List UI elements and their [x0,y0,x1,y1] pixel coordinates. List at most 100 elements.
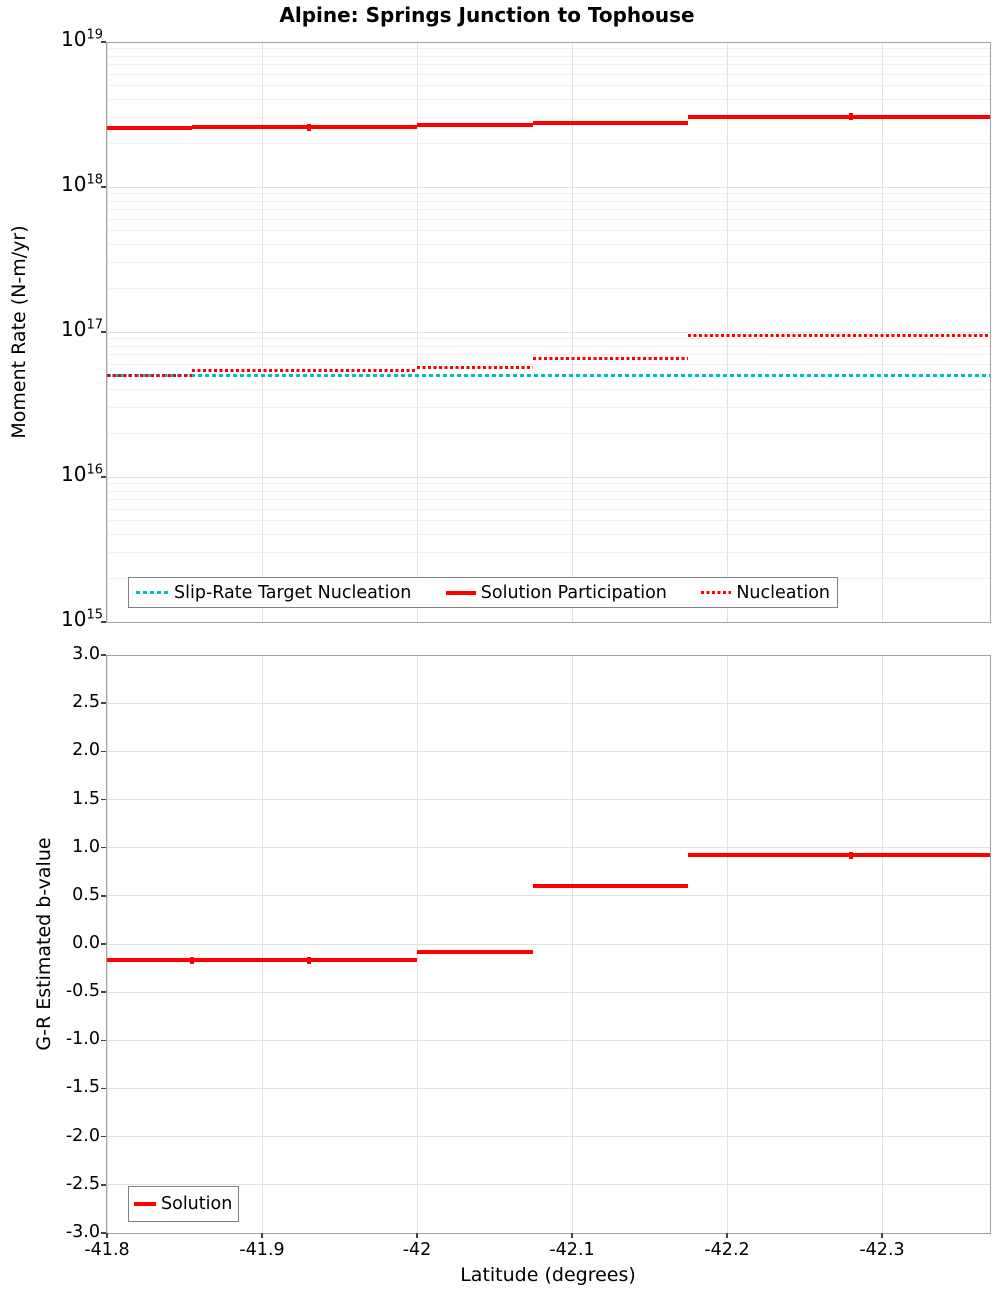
log-minor-gridline [107,193,990,195]
log-minor-gridline [107,218,990,220]
x-tick-mark [726,1233,728,1238]
legend-moment-rate: Slip-Rate Target Nucleation Solution Par… [128,577,838,608]
legend-label-nucleation: Nucleation [736,582,830,603]
b-value-gridline [107,750,990,752]
x-tick-label-latitude: -41.8 [84,1240,130,1260]
b-value-plot-area [106,655,991,1234]
y-tick-mark [101,621,106,623]
y-tick-mark [101,331,106,333]
y-tick-label-b-value: 1.5 [72,788,100,809]
b-value-gridline [107,1087,990,1089]
y-tick-label-moment-rate: 1019 [61,27,103,51]
y-tick-label-moment-rate: 1016 [61,462,103,486]
b-value-gridline [107,847,990,849]
b-value-gridline [107,702,990,704]
y-tick-mark [101,476,106,478]
log-minor-gridline [107,520,990,522]
b-value-gridline [107,895,990,897]
y-tick-label-b-value: -1.0 [65,1029,100,1050]
legend-item-solution-participation: Solution Participation [445,582,667,603]
y-tick-mark [101,750,106,753]
b-value-gridline [107,1039,990,1041]
solution-participation-line [688,114,990,119]
legend-label-solution: Solution [161,1194,233,1214]
legend-b-value: Solution [128,1186,239,1222]
y-tick-mark [101,702,106,704]
b-value-gridline [107,1136,990,1138]
log-minor-gridline [107,353,990,355]
slip-rate-target-nucleation-line [107,374,990,378]
log-minor-gridline [107,389,990,391]
solution-b-value-line [417,949,534,954]
log-minor-gridline [107,85,990,87]
y-tick-label-b-value: 0.0 [72,933,100,953]
log-major-gridline [107,476,990,478]
y-tick-mark [101,895,106,897]
x-tick-label-latitude: -42.2 [704,1240,750,1260]
y-tick-label-b-value: 2.5 [72,692,100,713]
x-tick-mark [106,1233,108,1238]
log-minor-gridline [107,142,990,144]
legend-item-nucleation: Nucleation [701,583,830,603]
moment-rate-plot-area [106,42,991,623]
log-minor-gridline [107,208,990,210]
y-tick-mark [101,1232,106,1234]
log-major-gridline [107,331,990,333]
chart-title: Alpine: Springs Junction to Tophouse [279,3,695,27]
log-minor-gridline [107,55,990,57]
y-tick-label-b-value: 3.0 [72,644,100,664]
y-tick-mark [101,654,106,656]
solution-b-value-line [107,958,417,963]
nucleation-line [417,365,534,369]
red-dotted-line-swatch-icon [701,591,732,594]
log-minor-gridline [107,244,990,246]
b-value-gridline [107,799,990,800]
y-tick-label-b-value: -3.0 [65,1221,100,1242]
nucleation-line [192,369,417,373]
y-tick-mark [101,1039,106,1042]
x-axis-label-latitude: Latitude (degrees) [460,1264,636,1286]
log-minor-gridline [107,287,990,289]
log-minor-gridline [107,407,990,409]
solution-participation-line [192,125,417,130]
y-tick-label-b-value: -2.5 [65,1173,100,1194]
y-tick-mark [101,41,106,43]
log-minor-gridline [107,363,990,365]
b-value-gridline [107,991,990,993]
y-tick-mark [101,798,106,801]
y-tick-label-b-value: 2.0 [72,740,100,761]
nucleation-line [533,356,689,360]
y-tick-mark [101,1184,106,1186]
x-tick-label-latitude: -42.3 [859,1240,905,1260]
y-tick-mark [101,1135,106,1138]
y-tick-mark [101,943,106,945]
x-tick-label-latitude: -42.1 [549,1240,595,1260]
log-minor-gridline [107,230,990,232]
nucleation-line [107,374,193,378]
y-tick-label-moment-rate: 1018 [61,172,103,196]
log-minor-gridline [107,117,990,119]
y-tick-label-b-value: -1.5 [65,1077,100,1098]
log-minor-gridline [107,552,990,554]
y-tick-mark [101,186,106,188]
legend-label-slip-rate-target-nucleation: Slip-Rate Target Nucleation [174,582,412,603]
y-tick-label-b-value: -0.5 [65,981,100,1002]
y-tick-label-b-value: -2.0 [65,1125,100,1146]
solution-b-value-line [688,853,990,858]
x-tick-mark [881,1233,883,1238]
x-tick-mark [571,1233,573,1238]
legend-item-solution: Solution [134,1194,232,1214]
log-minor-gridline [107,338,990,340]
y-tick-label-moment-rate: 1015 [61,607,103,631]
log-minor-gridline [107,490,990,492]
solution-participation-line [107,126,193,131]
log-minor-gridline [107,262,990,264]
y-tick-mark [101,846,106,849]
log-minor-gridline [107,73,990,75]
legend-label-solution-participation: Solution Participation [480,582,667,603]
y-tick-label-moment-rate: 1017 [61,317,103,341]
log-minor-gridline [107,534,990,536]
y-tick-mark [101,991,106,993]
log-minor-gridline [107,508,990,510]
